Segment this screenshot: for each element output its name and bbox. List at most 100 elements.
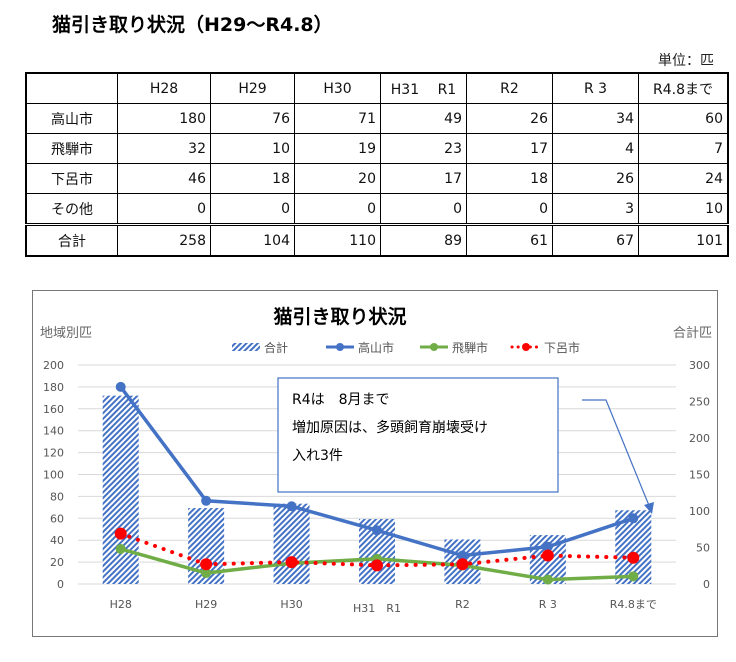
arrow-head-icon	[644, 502, 654, 514]
y-tick-label: 100	[43, 469, 64, 482]
table-cell: 26	[552, 163, 639, 194]
x-tick-label: H28	[110, 598, 132, 611]
annotation-box	[277, 377, 559, 493]
row-label: 下呂市	[25, 163, 118, 194]
table-cell: 0	[294, 193, 381, 225]
x-tick-label: H31 R1	[353, 602, 401, 615]
legend-marker	[430, 343, 438, 351]
y-tick-label: 40	[50, 534, 64, 547]
data-point	[285, 556, 298, 569]
data-point	[200, 558, 213, 571]
column-header: H31 R1	[380, 72, 467, 104]
row-label: 合計	[25, 223, 118, 257]
table-cell: 104	[210, 223, 295, 257]
y2-tick-label: 100	[689, 505, 710, 518]
annotation-text: 増加原因は、多頭飼育崩壊受け	[292, 419, 488, 436]
annotation-text: 入れ3件	[292, 448, 343, 464]
y-tick-label: 200	[43, 359, 64, 372]
y-tick-label: 180	[43, 381, 64, 394]
legend-label: 合計	[264, 340, 288, 355]
table-cell: 4	[552, 133, 639, 164]
table-cell: 71	[294, 103, 381, 134]
table-cell: 0	[210, 193, 295, 225]
y-tick-label: 120	[43, 447, 64, 460]
data-point	[114, 527, 127, 540]
data-point	[286, 501, 297, 512]
bar-total	[273, 503, 310, 584]
table-row: 高山市 180 76 71 49 26 34 60	[25, 103, 729, 134]
table-cell: 67	[552, 223, 639, 257]
table-cell: 49	[380, 103, 467, 134]
table-cell: 180	[117, 103, 211, 134]
data-point	[201, 568, 212, 579]
data-point	[457, 550, 468, 561]
page-title: 猫引き取り状況（H29～R4.8）	[52, 14, 333, 36]
table-cell: 3	[552, 193, 639, 225]
table-cell: 89	[380, 223, 467, 257]
row-label: その他	[25, 193, 118, 225]
x-tick-label: R2	[455, 598, 470, 611]
table-cell: 32	[117, 133, 211, 164]
table-cell: 17	[466, 133, 553, 164]
y2-tick-label: 200	[689, 432, 710, 445]
x-tick-label: H30	[280, 598, 302, 611]
data-table: H28 H29 H30 H31 R1 R2 R 3 R4.8まで 高山市 180 76 71 49 2…	[25, 72, 729, 257]
legend-swatch-total	[232, 343, 260, 351]
x-tick-label: R 3	[539, 598, 557, 611]
data-point	[371, 559, 383, 572]
data-point	[456, 558, 469, 571]
legend-label: 下呂市	[544, 340, 580, 355]
y-tick-label: 0	[57, 578, 64, 591]
data-point	[541, 549, 554, 562]
table-cell: 76	[210, 103, 295, 134]
unit-label: 単位：匹	[658, 53, 714, 69]
y-tick-label: 20	[50, 556, 64, 569]
y-axis-label: 地域別匹	[40, 326, 92, 341]
y-tick-label: 60	[50, 512, 64, 525]
data-point	[115, 381, 126, 392]
chart-area	[32, 290, 718, 637]
chart-title: 猫引き取り状況	[273, 305, 406, 328]
table-cell: 60	[638, 103, 729, 134]
table-cell: 110	[294, 223, 381, 257]
column-header: R 3	[552, 72, 639, 104]
table-header-row: H28 H29 H30 H31 R1 R2 R 3 R4.8まで	[25, 72, 729, 104]
data-point	[201, 495, 212, 506]
table-cell: 101	[638, 223, 729, 257]
data-point	[628, 513, 639, 524]
legend-marker	[336, 343, 344, 351]
y2-tick-label: 0	[703, 578, 710, 591]
data-point	[542, 541, 553, 552]
table-cell: 46	[117, 163, 211, 194]
y-tick-label: 160	[43, 403, 64, 416]
data-point	[115, 543, 126, 554]
y2-tick-label: 50	[696, 542, 710, 555]
data-point	[372, 525, 382, 536]
legend-label: 飛騨市	[452, 340, 488, 355]
column-header: R2	[466, 72, 553, 104]
data-point	[627, 551, 640, 564]
y-tick-label: 140	[43, 425, 64, 438]
table-row: 合計 258 104 110 89 61 67 101	[25, 223, 729, 257]
data-point	[628, 571, 639, 582]
x-tick-label: H29	[195, 598, 217, 611]
y-tick-label: 80	[50, 490, 64, 503]
annotation-arrow	[582, 399, 651, 509]
table-cell: 18	[210, 163, 295, 194]
row-label: 飛騨市	[25, 133, 118, 164]
bar-total	[102, 395, 139, 584]
legend-label: 高山市	[358, 340, 394, 355]
table-row: 飛騨市 32 10 19 23 17 4 7	[25, 133, 729, 164]
row-label: 高山市	[25, 103, 118, 134]
data-point	[542, 574, 553, 585]
column-header: H28	[117, 72, 211, 104]
table-cell: 61	[466, 223, 553, 257]
column-header: H29	[210, 72, 295, 104]
x-tick-label: R4.8まで	[610, 598, 657, 611]
y2-tick-label: 250	[689, 396, 710, 409]
table-cell: 19	[294, 133, 381, 164]
annotation-text: R4は 8月まで	[292, 392, 390, 408]
table-cell: 258	[117, 223, 211, 257]
y2-tick-label: 150	[689, 469, 710, 482]
